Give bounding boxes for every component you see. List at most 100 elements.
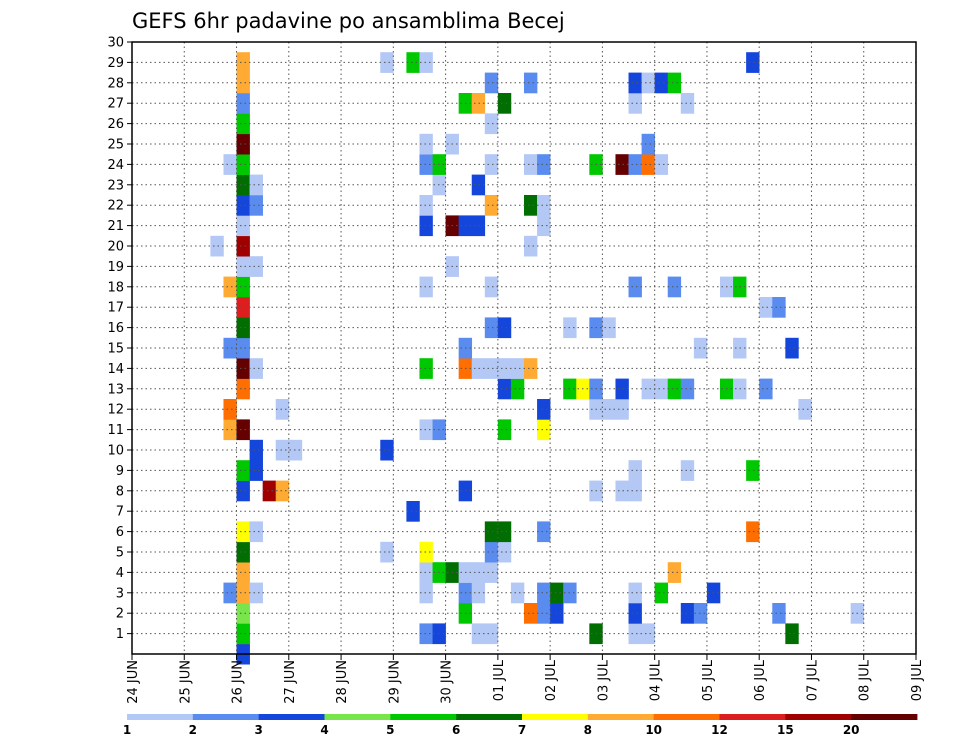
colorbar-segment — [522, 714, 589, 720]
colorbar-label: 10 — [645, 723, 662, 737]
ensemble-cell — [236, 337, 250, 359]
y-tick-label: 24 — [107, 158, 124, 173]
ensemble-cell — [236, 93, 250, 114]
ensemble-cell — [693, 337, 708, 359]
ensemble-cell — [419, 358, 433, 379]
ensemble-cell — [236, 317, 250, 339]
colorbar-segment — [192, 714, 260, 720]
ensemble-cell — [772, 603, 786, 624]
y-tick-label: 28 — [107, 76, 124, 91]
ensemble-cell — [236, 235, 250, 257]
colorbar-segment — [653, 714, 720, 720]
ensemble-cell — [223, 582, 237, 604]
ensemble-cell — [680, 378, 695, 400]
y-axis: 1234567891011121314151617181920212223242… — [107, 36, 132, 642]
colorbar-label: 5 — [386, 723, 394, 737]
ensemble-cell — [210, 235, 224, 257]
ensemble-cell — [236, 460, 250, 481]
ensemble-cell — [236, 297, 250, 318]
colorbar: 1 2 3 4 5 6 7 8 10 12 15 20 — [123, 714, 918, 737]
ensemble-cell — [524, 154, 538, 175]
grid-lines — [132, 42, 916, 654]
ensemble-cell — [236, 195, 250, 216]
y-tick-label: 29 — [107, 56, 124, 71]
ensemble-cell — [236, 174, 250, 196]
ensemble-cell — [497, 541, 512, 563]
ensemble-cell — [471, 582, 486, 604]
ensemble-cell — [524, 72, 538, 94]
colorbar-segment — [785, 714, 852, 720]
ensemble-cell — [236, 582, 250, 604]
y-tick-label: 8 — [116, 484, 124, 499]
ensemble-cell — [419, 562, 433, 583]
ensemble-cell — [628, 276, 642, 298]
x-tick-label: 28 JUN — [335, 660, 350, 704]
ensemble-cell — [537, 399, 551, 420]
ensemble-cell — [615, 480, 629, 502]
y-tick-label: 7 — [116, 505, 124, 520]
ensemble-cell — [419, 154, 433, 175]
ensemble-cell — [419, 582, 433, 604]
ensemble-cell — [419, 215, 433, 237]
ensemble-cell — [484, 195, 499, 216]
colorbar-segment — [127, 714, 194, 720]
colorbar-label: 20 — [843, 723, 860, 737]
ensemble-cell — [667, 276, 682, 298]
colorbar-label: 2 — [189, 723, 197, 737]
ensemble-cell — [654, 154, 669, 175]
ensemble-cell — [484, 154, 499, 175]
ensemble-cell — [380, 439, 394, 461]
x-tick-label: 09 JUL — [910, 659, 925, 701]
y-tick-label: 19 — [107, 260, 124, 275]
y-tick-label: 5 — [116, 546, 124, 561]
ensemble-cell — [236, 256, 250, 277]
ensemble-cell — [419, 541, 433, 563]
ensemble-cell — [484, 623, 499, 645]
x-tick-label: 01 JUL — [492, 659, 507, 701]
colorbar-label: 15 — [777, 723, 794, 737]
ensemble-cell — [641, 133, 655, 155]
y-tick-label: 23 — [107, 178, 124, 193]
ensemble-cell — [537, 154, 551, 175]
ensemble-cell — [406, 52, 420, 73]
ensemble-cell — [249, 256, 263, 277]
x-tick-label: 24 JUN — [126, 660, 141, 704]
ensemble-cell — [236, 154, 250, 175]
ensemble-cell — [406, 501, 420, 522]
ensemble-cell — [537, 582, 551, 604]
ensemble-cell — [236, 521, 250, 543]
ensemble-cell — [615, 399, 629, 420]
y-tick-label: 6 — [116, 525, 124, 540]
y-tick-label: 20 — [107, 240, 124, 255]
ensemble-cell — [236, 480, 250, 502]
ensemble-cell — [680, 603, 695, 624]
ensemble-cell — [223, 419, 237, 441]
ensemble-cell — [628, 480, 642, 502]
ensemble-cell — [236, 603, 250, 624]
ensemble-cell — [693, 603, 708, 624]
y-tick-label: 3 — [116, 586, 124, 601]
ensemble-cell — [380, 541, 394, 563]
ensemble-cell — [746, 52, 760, 73]
colorbar-segment — [851, 714, 918, 720]
ensemble-cell — [262, 480, 277, 502]
x-tick-label: 26 JUN — [231, 660, 246, 704]
ensemble-cell — [497, 521, 512, 543]
ensemble-cell — [419, 623, 433, 645]
ensemble-cell — [275, 399, 290, 420]
ensemble-cell — [628, 460, 642, 481]
colorbar-segment — [258, 714, 325, 720]
y-tick-label: 9 — [116, 464, 124, 479]
ensemble-cell — [537, 521, 551, 543]
ensemble-cell — [249, 174, 263, 196]
ensemble-cell — [419, 195, 433, 216]
x-tick-label: 07 JUL — [805, 659, 820, 701]
ensemble-cell — [497, 378, 512, 400]
ensemble-cell — [628, 154, 642, 175]
y-tick-label: 10 — [107, 444, 124, 459]
ensemble-cell — [550, 603, 564, 624]
colorbar-segment — [456, 714, 523, 720]
ensemble-cell — [641, 378, 655, 400]
ensemble-cell — [667, 562, 682, 583]
ensemble-cell — [471, 562, 486, 583]
